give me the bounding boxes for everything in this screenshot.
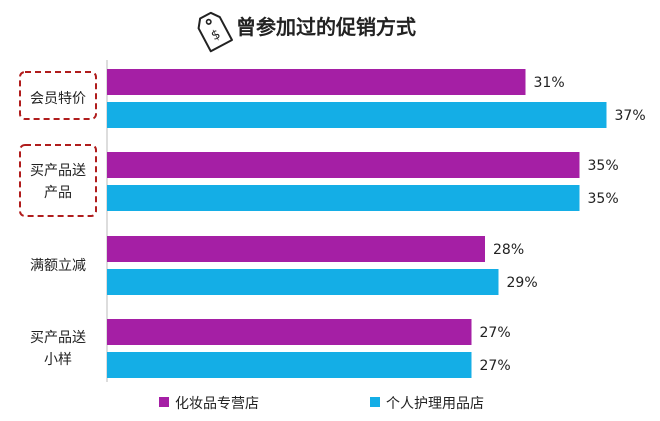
- category-label-3: 买产品送小样: [30, 330, 86, 368]
- bar-cosmetics-store-2: [107, 236, 485, 262]
- bars-layer: 31% 37% 35% 35% 28% 29% 27% 27%: [107, 69, 646, 378]
- bar-personal-care-store-1: [107, 185, 580, 211]
- value-label-cosmetics-store-3: 27%: [480, 325, 511, 341]
- highlight-box-gift-product: [19, 144, 97, 217]
- bar-personal-care-store-0: [107, 102, 607, 128]
- bar-cosmetics-store-3: [107, 319, 472, 345]
- value-label-personal-care-store-1: 35%: [588, 191, 619, 207]
- value-label-personal-care-store-3: 27%: [480, 358, 511, 374]
- price-tag-icon: $: [197, 11, 233, 53]
- highlight-box-member-price: [19, 71, 97, 120]
- chart-title: 曾参加过的促销方式: [236, 15, 416, 39]
- bar-cosmetics-store-1: [107, 152, 580, 178]
- value-label-cosmetics-store-1: 35%: [588, 158, 619, 174]
- legend-label-cosmetics-store: 化妆品专营店: [175, 396, 259, 412]
- legend-swatch-cosmetics-store: [159, 397, 169, 407]
- svg-text:$: $: [209, 27, 223, 44]
- bar-personal-care-store-2: [107, 269, 499, 295]
- value-label-cosmetics-store-2: 28%: [493, 242, 524, 258]
- category-label-2: 满额立减: [30, 258, 86, 274]
- bar-cosmetics-store-0: [107, 69, 526, 95]
- bar-personal-care-store-3: [107, 352, 472, 378]
- legend-label-personal-care-store: 个人护理用品店: [386, 396, 484, 412]
- value-label-personal-care-store-2: 29%: [507, 275, 538, 291]
- category-label-0: 会员特价: [30, 91, 86, 107]
- legend-swatch-personal-care-store: [370, 397, 380, 407]
- value-label-cosmetics-store-0: 31%: [534, 75, 565, 91]
- category-label-1: 买产品送产品: [30, 163, 86, 201]
- value-label-personal-care-store-0: 37%: [615, 108, 646, 124]
